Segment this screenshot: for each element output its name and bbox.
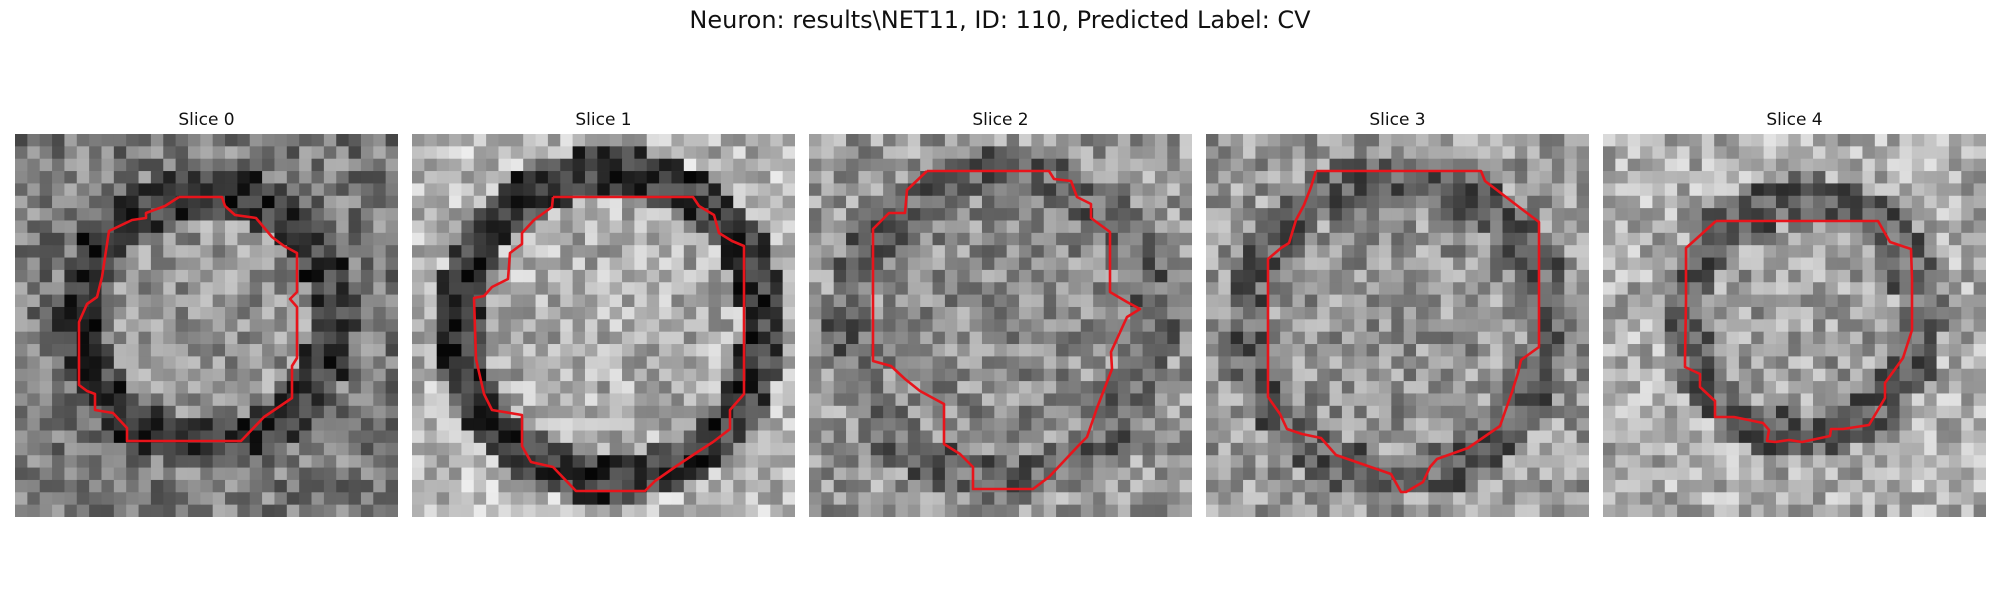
slice-0-title: Slice 0 <box>178 110 235 130</box>
slice-2-title: Slice 2 <box>972 110 1029 130</box>
slice-1-contour <box>472 195 746 493</box>
slice-1-title: Slice 1 <box>575 110 632 130</box>
slice-0-image <box>15 134 398 517</box>
slice-3-contour <box>1266 169 1541 494</box>
slice-3-image <box>1206 134 1589 517</box>
slice-2-contour <box>871 169 1142 491</box>
slice-4-image <box>1603 134 1986 517</box>
slice-0-contour <box>77 195 299 443</box>
slice-3-title: Slice 3 <box>1369 110 1426 130</box>
slice-4-title: Slice 4 <box>1766 110 1823 130</box>
slice-4-contour <box>1683 219 1914 444</box>
slice-2-image <box>809 134 1192 517</box>
figure-title: Neuron: results\NET11, ID: 110, Predicte… <box>689 6 1311 34</box>
slice-1-image <box>412 134 795 517</box>
